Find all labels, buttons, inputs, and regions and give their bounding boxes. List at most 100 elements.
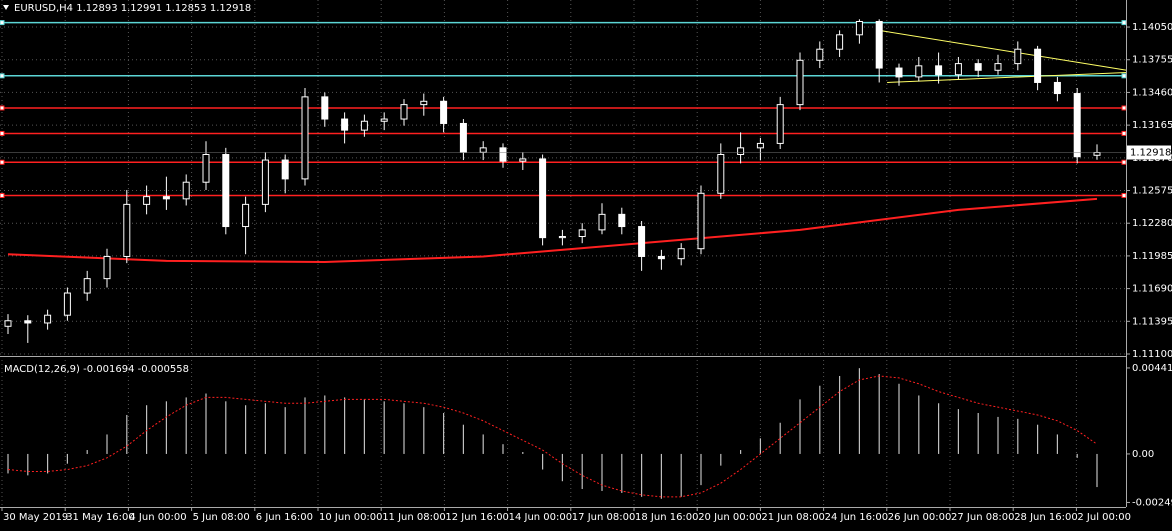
- candle-body: [83, 278, 91, 294]
- y-tick-label: 1.13165: [1132, 120, 1172, 131]
- level-handle: [0, 105, 5, 111]
- candle-body: [697, 192, 705, 250]
- candle-body: [63, 292, 71, 316]
- y-tick-label: 1.11985: [1132, 251, 1172, 262]
- candle-body: [1034, 48, 1042, 83]
- candle-body: [954, 63, 962, 76]
- candle-body: [44, 314, 52, 324]
- candle-body: [182, 181, 190, 200]
- macd-signal: [7, 375, 1098, 498]
- x-tick-label: 11 Jun 08:00: [382, 512, 446, 523]
- y-tick-label: -0.00249: [1132, 497, 1172, 508]
- candle-body: [935, 65, 943, 76]
- moving-average: [7, 197, 1098, 264]
- candle-body: [143, 196, 151, 205]
- x-tick-label: 5 Jun 08:00: [193, 512, 250, 523]
- candle-body: [796, 59, 804, 106]
- candle-body: [24, 320, 32, 324]
- level-handle: [1121, 105, 1127, 111]
- x-tick-label: 17 Jun 08:00: [572, 512, 636, 523]
- y-tick-label: 1.12575: [1132, 186, 1172, 197]
- candle-body: [4, 320, 12, 327]
- candle-body: [162, 196, 170, 200]
- level-handle: [0, 159, 5, 165]
- candle-body: [836, 34, 844, 50]
- candle-body: [657, 255, 665, 260]
- macd-label: MACD(12,26,9) -0.001694 -0.000558: [4, 364, 189, 375]
- candle-body: [618, 213, 626, 228]
- candle-body: [341, 118, 349, 131]
- candle-body: [1014, 48, 1022, 65]
- header-value: EURUSD,H4: [14, 3, 73, 14]
- candle-body: [499, 147, 507, 162]
- x-tick-label: 12 Jun 16:00: [445, 512, 509, 523]
- y-tick-label: 1.14050: [1132, 22, 1172, 33]
- level-handle: [1121, 193, 1127, 199]
- candle-body: [360, 120, 368, 131]
- level-handle: [1121, 20, 1127, 26]
- x-tick-label: 30 May 2019: [3, 512, 68, 523]
- candle-body: [875, 21, 883, 69]
- x-tick-label: 4 Jun 00:00: [129, 512, 186, 523]
- candle-body: [400, 104, 408, 120]
- level-handle: [1121, 130, 1127, 136]
- y-tick-label: 1.11100: [1132, 349, 1172, 360]
- candle-body: [578, 229, 586, 238]
- x-tick-label: 21 Jun 08:00: [761, 512, 825, 523]
- x-tick-label: 14 Jun 00:00: [509, 512, 573, 523]
- candle-body: [519, 158, 527, 162]
- menu-icon[interactable]: [3, 5, 9, 10]
- candle-body: [1073, 93, 1081, 158]
- candle-body: [737, 147, 745, 156]
- x-tick-label: 31 May 16:00: [66, 512, 135, 523]
- candle-body: [677, 248, 685, 260]
- header-value: 1.12918: [210, 3, 251, 14]
- candle-body: [1093, 152, 1101, 156]
- candle-body: [380, 118, 388, 122]
- x-tick-label: 27 Jun 08:00: [951, 512, 1015, 523]
- y-tick-label: 1.13755: [1132, 55, 1172, 66]
- candle-body: [459, 122, 467, 153]
- candle-body: [974, 63, 982, 71]
- x-tick-label: 28 Jun 16:00: [1014, 512, 1078, 523]
- candle-body: [776, 104, 784, 144]
- x-tick-label: 10 Jun 00:00: [319, 512, 383, 523]
- x-tick-label: 26 Jun 00:00: [888, 512, 952, 523]
- trendline: [879, 29, 1127, 71]
- candle-body: [717, 154, 725, 194]
- candle-body: [321, 96, 329, 120]
- y-tick-label: 1.12280: [1132, 218, 1172, 229]
- candle-body: [479, 147, 487, 153]
- grid: [0, 0, 1126, 507]
- candle-body: [558, 236, 566, 239]
- level-handle: [0, 193, 5, 199]
- candle-body: [420, 100, 428, 106]
- candle-body: [242, 203, 250, 228]
- level-handle: [0, 130, 5, 136]
- candle-body: [261, 159, 269, 205]
- candle-body: [539, 158, 547, 239]
- level-handle: [0, 73, 5, 79]
- x-tick-label: 20 Jun 00:00: [698, 512, 762, 523]
- level-handle: [0, 20, 5, 26]
- y-tick-label: 1.11690: [1132, 284, 1172, 295]
- price-box: [1127, 145, 1171, 160]
- candle-body: [638, 226, 646, 257]
- x-tick-label: 24 Jun 16:00: [825, 512, 889, 523]
- header-value: 1.12893: [76, 3, 117, 14]
- header-value: 1.12991: [121, 3, 162, 14]
- candle-body: [202, 154, 210, 183]
- candle-body: [301, 96, 309, 180]
- y-tick-label: 1.11395: [1132, 316, 1172, 327]
- x-tick-label: 6 Jun 16:00: [256, 512, 313, 523]
- price-label: 1.12918: [1130, 148, 1171, 159]
- level-handle: [1121, 73, 1127, 79]
- x-tick-label: 18 Jun 16:00: [635, 512, 699, 523]
- candle-body: [816, 48, 824, 61]
- candle-body: [598, 213, 606, 231]
- y-tick-label: 0.004412: [1132, 363, 1172, 374]
- plot: 1.140501.137551.134601.131651.128701.125…: [0, 19, 1172, 523]
